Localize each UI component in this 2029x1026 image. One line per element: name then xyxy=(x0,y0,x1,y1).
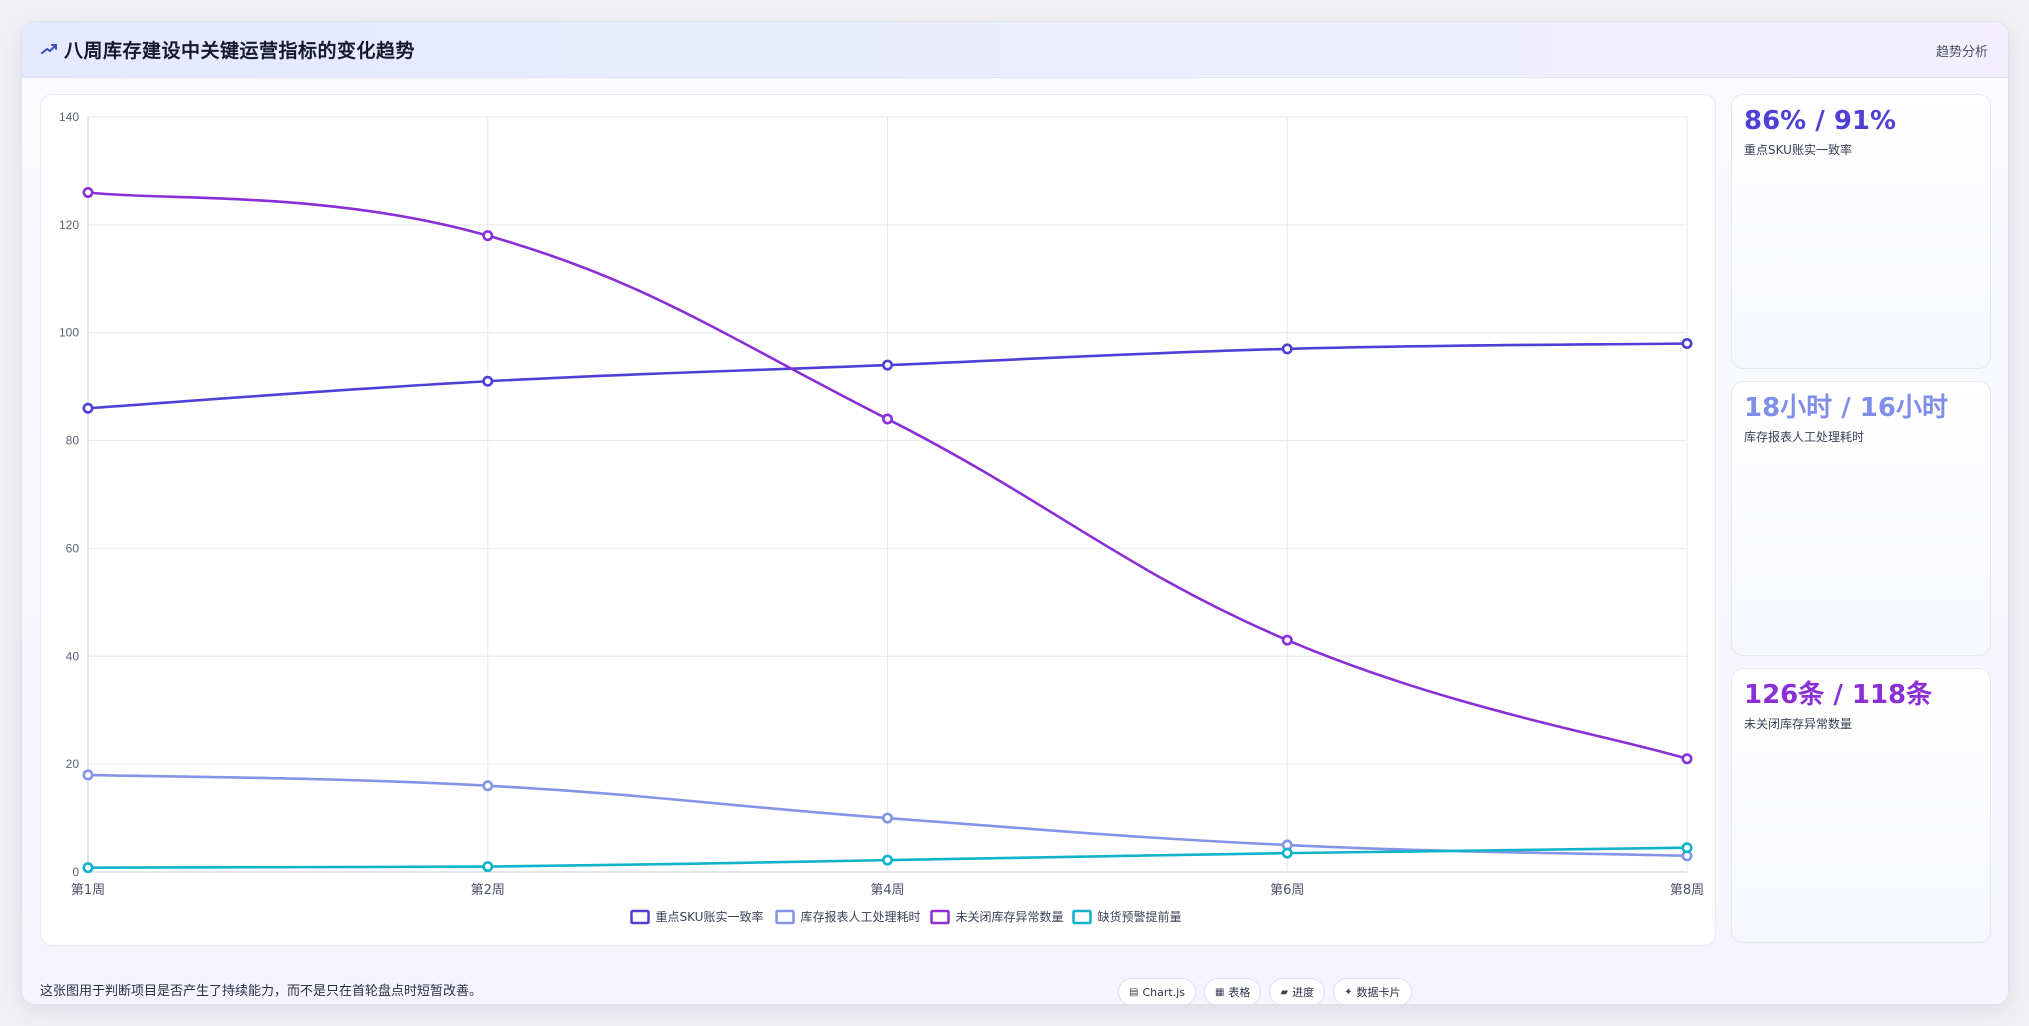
data-point xyxy=(1281,343,1293,355)
data-point xyxy=(881,812,893,824)
dashboard-card: 八周库存建设中关键运营指标的变化趋势 趋势分析 0 20 40 60 80 100 120 1… xyxy=(21,21,2009,1005)
x-tick-label: 第1周 xyxy=(71,883,105,898)
line-chart: 0 20 40 60 80 100 120 140 第1周 第2周 第4周 第6周 第8周重点SKU账实… xyxy=(59,110,1704,925)
data-point xyxy=(482,861,494,873)
stat-card-2: 18小时 / 16小时 库存报表人工处理耗时 xyxy=(1731,381,1991,656)
data-point xyxy=(881,854,893,866)
chip-label: 表格 xyxy=(1228,986,1251,999)
y-tick-label: 60 xyxy=(66,541,80,555)
data-point xyxy=(482,780,494,792)
y-tick-label: 120 xyxy=(59,218,79,232)
legend-swatch xyxy=(930,909,950,925)
trend-chart-icon xyxy=(41,44,57,54)
x-tick-label: 第6周 xyxy=(1270,883,1304,898)
y-tick-label: 20 xyxy=(66,757,80,771)
x-tick-label: 第8周 xyxy=(1670,883,1704,898)
legend-label: 重点SKU账实一致率 xyxy=(656,909,764,924)
data-point xyxy=(482,375,494,387)
data-point xyxy=(82,187,94,199)
legend-swatch xyxy=(630,909,650,925)
data-point xyxy=(82,769,94,781)
chip-chartjs[interactable]: ▤ Chart.js xyxy=(1118,978,1196,1004)
y-tick-label: 40 xyxy=(66,649,80,663)
chart-panel: 0 20 40 60 80 100 120 140 第1周 第2周 第4周 第6周 第8周重点SKU账实… xyxy=(40,94,1716,946)
stat-card-3: 126条 / 118条 未关闭库存异常数量 xyxy=(1731,668,1991,943)
chip-data-card[interactable]: ✦ 数据卡片 xyxy=(1333,978,1412,1004)
legend-label: 未关闭库存异常数量 xyxy=(956,909,1064,924)
stat-label: 重点SKU账实一致率 xyxy=(1744,143,1852,157)
progress-icon: ▰ xyxy=(1280,986,1289,998)
stat-label: 库存报表人工处理耗时 xyxy=(1744,430,1865,444)
data-point xyxy=(881,413,893,425)
chip-label: 数据卡片 xyxy=(1356,986,1401,999)
x-tick-label: 第4周 xyxy=(870,883,904,898)
stat-value: 126条 / 118条 xyxy=(1744,680,1933,710)
data-point xyxy=(1281,847,1293,859)
card-header: 八周库存建设中关键运营指标的变化趋势 趋势分析 xyxy=(22,22,2008,78)
stat-value: 18小时 / 16小时 xyxy=(1744,393,1948,423)
header-tag: 趋势分析 xyxy=(1935,45,1988,60)
data-point xyxy=(1681,753,1693,765)
legend-swatch xyxy=(775,909,795,925)
y-tick-label: 100 xyxy=(59,326,79,340)
legend-label: 缺货预警提前量 xyxy=(1098,909,1182,924)
data-point xyxy=(1681,842,1693,854)
footer-chips: ▤ Chart.js ▦ 表格 ▰ 进度 ✦ 数据卡片 xyxy=(1118,978,1412,1004)
data-point xyxy=(482,230,494,242)
data-point xyxy=(82,862,94,874)
legend-label: 库存报表人工处理耗时 xyxy=(801,909,921,924)
table-icon: ▦ xyxy=(1214,986,1225,998)
footer-note: 这张图用于判断项目是否产生了持续能力，而不是只在首轮盘点时短暂改善。 xyxy=(40,984,483,999)
chip-progress[interactable]: ▰ 进度 xyxy=(1269,978,1326,1004)
y-tick-label: 0 xyxy=(72,865,79,879)
data-card-icon: ✦ xyxy=(1344,986,1353,998)
stat-card-1: 86% / 91% 重点SKU账实一致率 xyxy=(1731,94,1991,369)
data-point xyxy=(881,359,893,371)
x-tick-label: 第2周 xyxy=(471,883,505,898)
data-point xyxy=(1681,338,1693,350)
page-title: 八周库存建设中关键运营指标的变化趋势 xyxy=(64,40,416,62)
y-tick-label: 80 xyxy=(66,434,80,448)
chip-label: Chart.js xyxy=(1142,985,1185,999)
card-body: 0 20 40 60 80 100 120 140 第1周 第2周 第4周 第6周 第8周 重点SKU账实… xyxy=(22,78,2008,1004)
legend-swatch xyxy=(1072,909,1092,925)
chart-icon: ▤ xyxy=(1129,986,1139,998)
stat-value: 86% / 91% xyxy=(1744,106,1897,136)
data-point xyxy=(1281,634,1293,646)
stat-label: 未关闭库存异常数量 xyxy=(1744,717,1853,731)
chip-table[interactable]: ▦ 表格 xyxy=(1203,978,1262,1004)
chip-label: 进度 xyxy=(1292,986,1315,999)
data-point xyxy=(82,402,94,414)
y-tick-label: 140 xyxy=(59,110,79,124)
